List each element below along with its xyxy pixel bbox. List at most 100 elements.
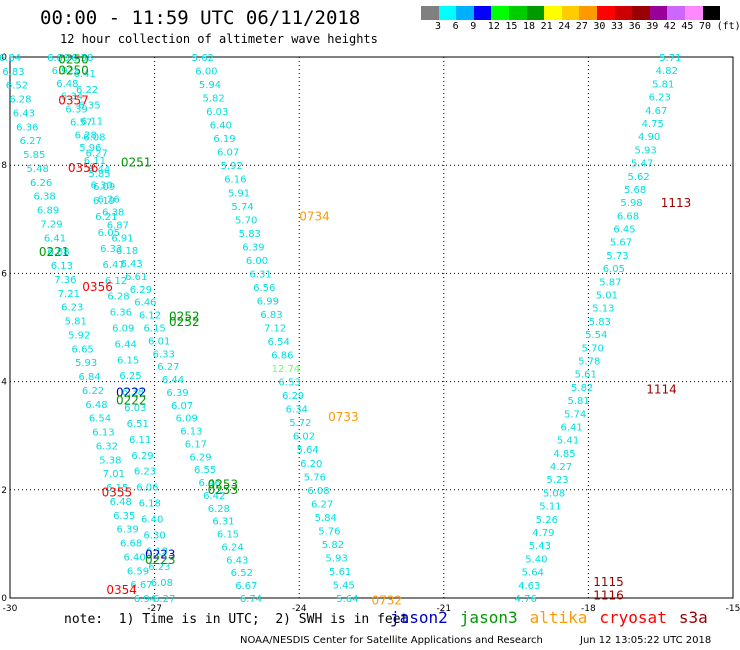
swh-value: 6.68 [120, 539, 142, 550]
swh-value: 6.88 [47, 247, 69, 258]
swh-value: 6.24 [222, 542, 244, 553]
swh-value: 5.92 [68, 330, 90, 341]
swh-value: 6.48 [85, 400, 107, 411]
swh-value: 6.27 [153, 594, 175, 605]
colorbar-label: 6 [452, 21, 459, 32]
swh-value: 5.38 [99, 455, 121, 466]
swh-value: 6.11 [84, 156, 106, 167]
lon-tick-label: -21 [436, 604, 451, 614]
swh-value: 5.70 [582, 343, 604, 354]
swh-value: 6.31 [250, 269, 272, 280]
colorbar-swatch [473, 6, 492, 20]
swh-value: 6.48 [110, 497, 132, 508]
swh-value: 6.08 [83, 133, 105, 144]
swh-value: 5.71 [659, 53, 681, 64]
swh-value: 5.26 [536, 515, 558, 526]
lat-tick-label: 10 [0, 53, 7, 63]
colorbar-label: 27 [575, 21, 588, 32]
colorbar-swatch [508, 6, 527, 20]
swh-value: 7.12 [264, 324, 286, 335]
grid [10, 57, 733, 598]
swh-value: 6.43 [226, 555, 248, 566]
swh-value: 6.39 [117, 525, 139, 536]
swh-value: 6.48 [56, 79, 78, 90]
swh-value: 4.27 [550, 462, 572, 473]
swh-value: 5.78 [578, 356, 600, 367]
note-text: note: 1) Time is in UTC; 2) SWH is in fe… [64, 612, 409, 627]
colorbar-swatch [491, 6, 509, 20]
swh-value: 6.12 [146, 546, 168, 557]
swh-value: 6.18 [139, 499, 161, 510]
swh-value: 6.13 [180, 427, 202, 438]
swh-value: 6.36 [16, 122, 38, 133]
swh-value: 6.19 [93, 196, 115, 207]
time-label: 0252 [169, 310, 200, 324]
swh-value: 6.06 [136, 483, 158, 494]
swh-value: 6.89 [37, 206, 59, 217]
swh-value: 5.98 [620, 198, 642, 209]
time-label: 0250 [58, 64, 89, 78]
legend-jason2: jason2 [390, 608, 448, 627]
colorbar-swatch [632, 6, 650, 20]
swh-value: 5.67 [610, 238, 632, 249]
colorbar-swatch [596, 6, 615, 20]
swh-value: 5.64 [522, 568, 544, 579]
swh-value: 6.54 [268, 337, 290, 348]
swh-value: 6.15 [143, 324, 165, 335]
lon-tick-label: -27 [147, 604, 162, 614]
swh-value: 5.82 [571, 383, 593, 394]
colorbar-label: 42 [663, 21, 676, 32]
swh-value: 4.63 [518, 581, 540, 592]
swh-value: 6.44 [88, 164, 110, 175]
swh-value: 6.08 [151, 578, 173, 589]
swh-value: 5.23 [546, 475, 568, 486]
colorbar-swatch [649, 6, 668, 20]
swh-value: 6.41 [74, 69, 96, 80]
swh-value: 6.94 [134, 594, 156, 605]
swh-value: 6.07 [217, 148, 239, 159]
time-label: 1114 [646, 383, 677, 397]
swh-value: 6.20 [300, 459, 322, 470]
time-label: 0221 [39, 245, 70, 259]
time-label: 0253 [208, 483, 239, 497]
swh-value: 6.42 [203, 491, 225, 502]
swh-value: 6.03 [206, 107, 228, 118]
swh-value: 6.02 [293, 432, 315, 443]
swh-value: 5.13 [592, 304, 614, 315]
footer-source: NOAA/NESDIS Center for Satellite Applica… [240, 635, 543, 646]
colorbar-swatch [684, 6, 703, 20]
time-label: 0252 [169, 315, 200, 329]
swh-value: 4.67 [645, 106, 667, 117]
swh-value: 5.62 [192, 53, 214, 64]
swh-value: 5.91 [228, 188, 250, 199]
swh-value: 5.64 [297, 445, 319, 456]
colorbar-label: 21 [540, 21, 553, 32]
swh-value: 5.82 [203, 94, 225, 105]
swh-value: 6.12 [105, 276, 127, 287]
swh-value: 5.54 [585, 330, 607, 341]
swh-value: 6.00 [195, 67, 217, 78]
swh-value: 7.21 [58, 289, 80, 300]
colorbar-label: 12 [487, 21, 500, 32]
swh-value: 6.51 [127, 419, 149, 430]
swh-value: 12.74 [272, 364, 301, 375]
swh-value: 5.73 [606, 251, 628, 262]
swh-value: 4.79 [532, 528, 554, 539]
swh-value: 6.65 [72, 344, 94, 355]
time-label: 0356 [68, 161, 99, 175]
swh-value: 6.05 [98, 228, 120, 239]
time-label: 1116 [593, 588, 624, 602]
swh-value: 5.41 [557, 436, 579, 447]
swh-value: 5.76 [318, 526, 340, 537]
swh-value: 6.05 [603, 264, 625, 275]
swh-value: 5.70 [235, 215, 257, 226]
swh-value: 5.92 [221, 161, 243, 172]
swh-value: 5.84 [315, 513, 337, 524]
swh-value: 6.16 [224, 175, 246, 186]
legend-jason3: jason3 [459, 608, 518, 627]
swh-value: 6.28 [9, 95, 31, 106]
swh-value: 6.19 [213, 134, 235, 145]
swh-value: 6.17 [185, 439, 207, 450]
colorbar-label: 45 [681, 21, 694, 32]
lon-tick-label: -24 [292, 604, 307, 614]
